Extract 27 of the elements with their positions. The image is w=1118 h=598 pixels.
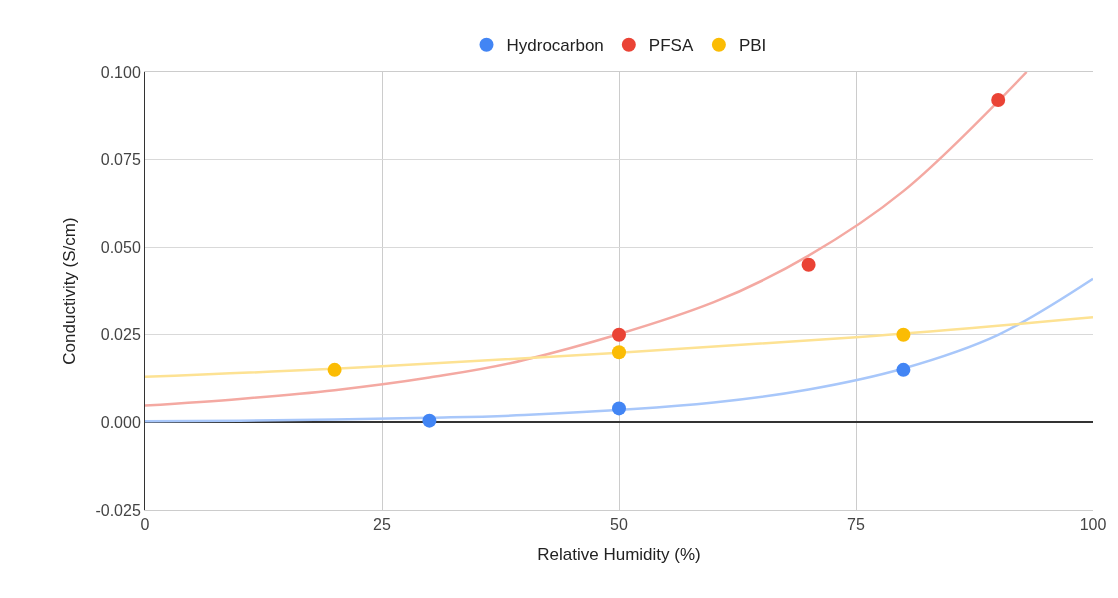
legend-label: Hydrocarbon <box>506 36 604 56</box>
line-series <box>145 72 1028 407</box>
point <box>327 362 342 377</box>
x-tick-label: 0 <box>140 516 150 534</box>
y-tick-label: 0.000 <box>100 414 141 431</box>
x-tick-label: 25 <box>373 516 391 534</box>
point <box>612 345 626 360</box>
point <box>612 401 626 416</box>
x-tick-label: 50 <box>610 516 628 534</box>
point <box>896 327 911 342</box>
x-tick-label: 100 <box>1079 516 1107 534</box>
y-tick-label: -0.025 <box>95 501 141 519</box>
point <box>801 257 816 272</box>
point <box>422 413 437 428</box>
line-series <box>145 316 1093 379</box>
point <box>991 93 1006 108</box>
point <box>896 362 911 377</box>
y-tick-label: 0.100 <box>100 63 141 81</box>
y-tick-label: 0.025 <box>100 326 141 344</box>
legend-label: PBI <box>738 36 767 56</box>
legend-label: PFSA <box>648 36 694 56</box>
x-axis-title: Relative Humidity (%) <box>537 544 701 564</box>
y-axis-title: Conductivity (S/cm) <box>59 217 79 365</box>
y-tick-label: 0.050 <box>100 238 141 256</box>
point <box>612 327 626 342</box>
x-tick-label: 75 <box>847 516 865 534</box>
y-tick-label: 0.075 <box>100 151 141 169</box>
